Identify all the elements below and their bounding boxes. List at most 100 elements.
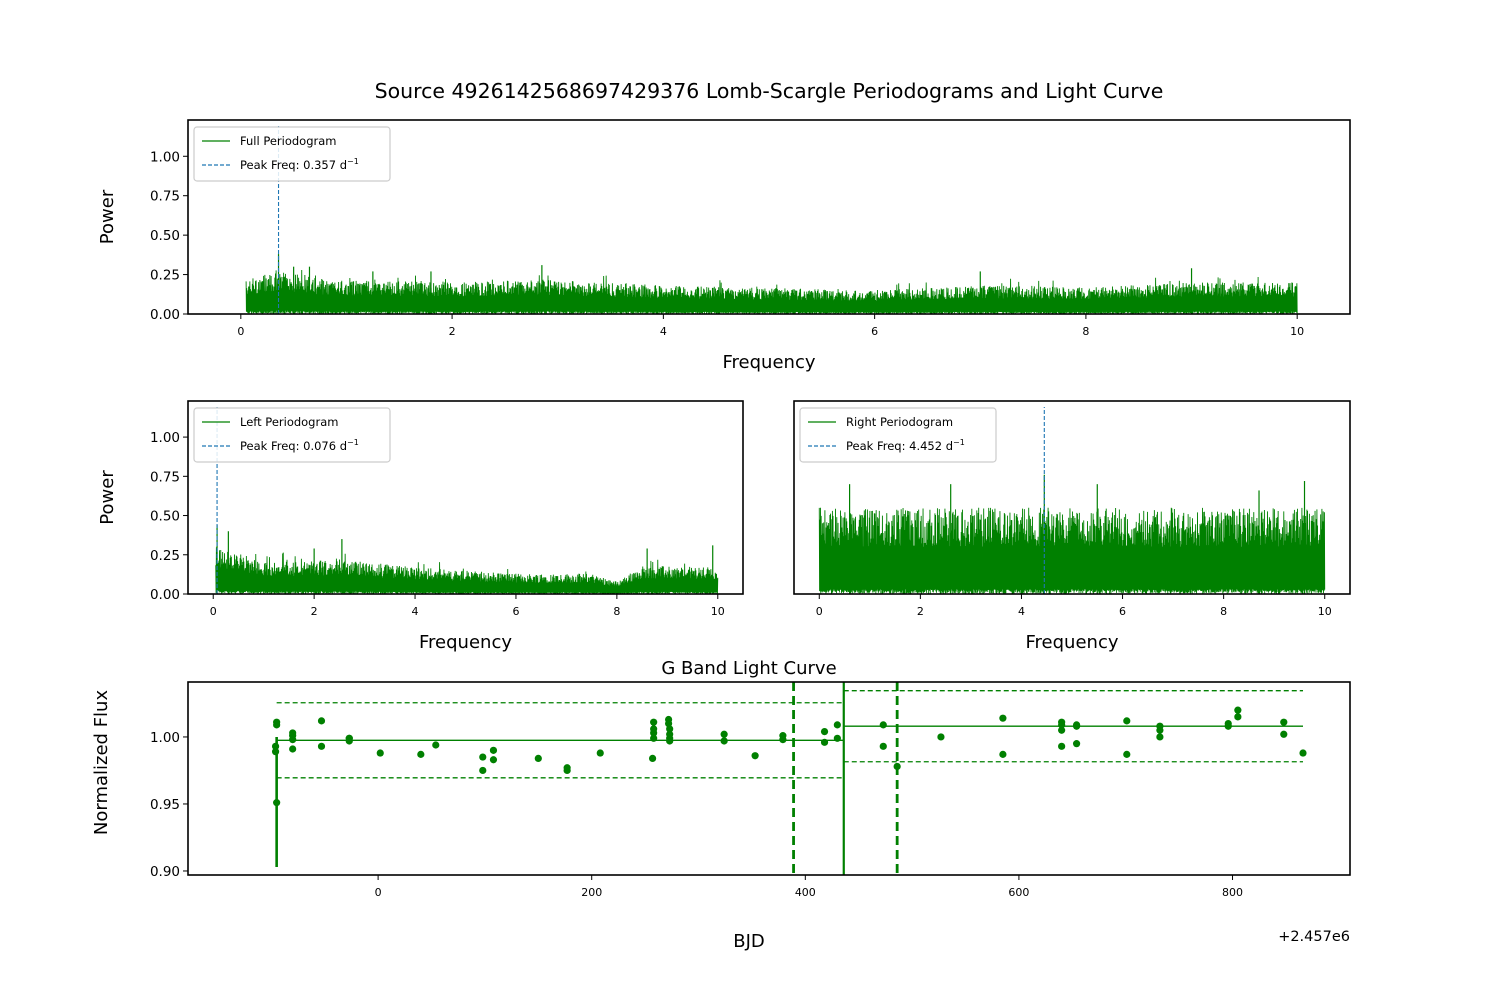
x-tick-label: 400 xyxy=(795,886,816,899)
x-tick-label: 8 xyxy=(1220,605,1227,618)
axes-frame xyxy=(793,400,1351,595)
x-axis-label: Frequency xyxy=(419,632,512,653)
light-curve: 0 200 400 600 800 0.90 0.95 1.00 G Band Light Cu… xyxy=(91,658,1351,952)
legend-label: Peak Freq: 0.357 d−1 xyxy=(240,157,359,172)
x-tick-label: 4 xyxy=(660,325,667,338)
data-point xyxy=(317,717,326,725)
y-tick-label: 0.00 xyxy=(150,587,180,603)
x-axis-label: BJD xyxy=(733,931,765,952)
y-tick-label: 1.00 xyxy=(150,730,180,746)
y-tick-label: 0.95 xyxy=(150,797,180,813)
legend-box xyxy=(799,407,997,463)
data-point xyxy=(345,734,353,742)
data-point xyxy=(1280,718,1288,726)
data-point xyxy=(1072,722,1081,730)
data-point xyxy=(289,745,297,753)
x-tick-label: 10 xyxy=(711,605,725,618)
x-tick-label: 0 xyxy=(816,605,823,618)
data-point xyxy=(273,721,281,729)
x-tick-label: 600 xyxy=(1008,886,1029,899)
data-point xyxy=(879,742,887,750)
data-point xyxy=(596,749,604,757)
data-point xyxy=(1234,706,1242,714)
x-tick-label: 6 xyxy=(512,605,519,618)
axes-frame xyxy=(187,119,1351,315)
x-tick-label: 10 xyxy=(1290,325,1304,338)
legend-box xyxy=(193,407,391,463)
data-point xyxy=(1058,721,1066,729)
y-tick-label: 0.50 xyxy=(150,228,180,244)
periodogram-right: 0 2 4 6 8 10 Frequency Right Periodogram Peak Fr… xyxy=(793,400,1351,653)
legend: Left Periodogram Peak Freq: 0.076 d−1 xyxy=(193,407,391,463)
data-point xyxy=(666,725,674,733)
data-point xyxy=(751,752,759,760)
axes-frame xyxy=(187,681,1351,876)
x-tick-label: 2 xyxy=(449,325,456,338)
x-tick-label: 0 xyxy=(210,605,217,618)
data-point xyxy=(779,736,787,744)
data-point xyxy=(833,721,841,729)
data-point xyxy=(720,737,728,745)
data-point xyxy=(1058,726,1066,734)
data-point xyxy=(893,762,901,771)
data-point xyxy=(1156,733,1164,741)
x-tick-label: 800 xyxy=(1222,886,1243,899)
x-tick-label: 4 xyxy=(412,605,419,618)
data-point xyxy=(1123,750,1131,758)
x-tick-label: 10 xyxy=(1318,605,1332,618)
x-tick-label: 6 xyxy=(1119,605,1126,618)
legend-label: Left Periodogram xyxy=(240,415,338,429)
data-point xyxy=(650,718,658,726)
y-tick-label: 1.00 xyxy=(150,430,180,446)
data-point xyxy=(271,748,280,756)
data-point xyxy=(489,746,498,754)
data-point xyxy=(999,714,1007,722)
x-tick-label: 200 xyxy=(581,886,602,899)
data-point xyxy=(666,737,674,745)
data-point xyxy=(1299,749,1307,757)
data-point xyxy=(479,766,487,775)
x-axis-label: Frequency xyxy=(723,352,816,373)
data-point xyxy=(1156,726,1164,734)
legend-label: Full Periodogram xyxy=(240,134,337,148)
data-point xyxy=(833,734,841,742)
y-axis-label: Power xyxy=(97,470,118,525)
y-tick-label: 0.75 xyxy=(150,469,180,485)
legend-label: Peak Freq: 4.452 d−1 xyxy=(846,438,965,453)
x-tick-label: 8 xyxy=(1082,325,1089,338)
x-tick-label: 4 xyxy=(1018,605,1025,618)
y-tick-label: 0.50 xyxy=(150,509,180,525)
data-point xyxy=(1123,717,1131,725)
data-point xyxy=(317,742,326,750)
y-tick-label: 0.90 xyxy=(150,864,180,880)
x-offset-label: +2.457e6 xyxy=(1278,929,1350,945)
data-point xyxy=(820,727,829,736)
periodogram-trace xyxy=(245,270,1298,314)
data-point xyxy=(720,730,728,738)
y-tick-label: 0.25 xyxy=(150,548,180,564)
periodogram-left: 0 2 4 6 8 10 0.00 0.25 0.50 0.75 1.00 Frequency Powe… xyxy=(97,400,744,653)
y-tick-label: 0.00 xyxy=(150,307,180,323)
x-tick-label: 0 xyxy=(375,886,382,899)
data-point xyxy=(376,749,384,757)
data-point xyxy=(879,721,887,729)
legend: Full Periodogram Peak Freq: 0.357 d−1 xyxy=(193,126,391,182)
data-point xyxy=(489,756,498,764)
figure-title: Source 4926142568697429376 Lomb-Scargle … xyxy=(375,79,1164,103)
data-point xyxy=(271,742,280,750)
data-point xyxy=(650,729,658,737)
data-point xyxy=(289,736,297,744)
periodogram-trace xyxy=(215,547,719,594)
axes-frame xyxy=(187,400,744,595)
data-point xyxy=(417,750,425,758)
data-point xyxy=(820,738,829,746)
y-tick-label: 0.25 xyxy=(150,268,180,284)
y-tick-label: 0.75 xyxy=(150,189,180,205)
x-tick-label: 0 xyxy=(237,325,244,338)
x-tick-label: 2 xyxy=(917,605,924,618)
data-point xyxy=(479,753,487,761)
data-point xyxy=(534,754,542,762)
periodogram-trace xyxy=(818,507,1326,594)
data-point xyxy=(648,754,657,762)
